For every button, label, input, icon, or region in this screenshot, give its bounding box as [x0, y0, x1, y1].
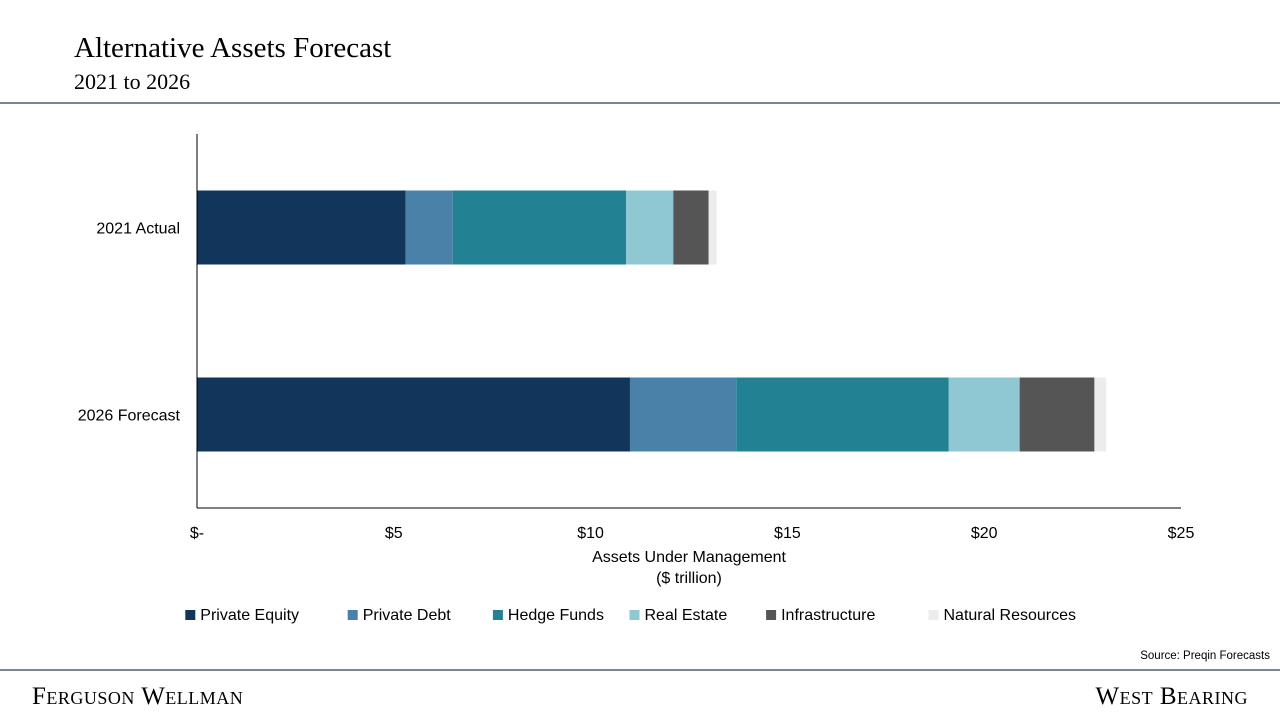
- x-tick-label: $15: [774, 525, 801, 542]
- y-tick-label: 2021 Actual: [96, 221, 180, 238]
- x-tick-label: $5: [385, 525, 403, 542]
- source-note: Source: Preqin Forecasts: [1140, 650, 1270, 662]
- legend-swatch: [492, 610, 503, 620]
- bar-hedge-funds-2021-actual: [452, 190, 627, 265]
- stacked-bar-chart: 2021 Actual 2026 Forecast $- $5 $10 $15 $20 $25…: [78, 134, 1195, 624]
- x-tick-label: $20: [971, 525, 998, 542]
- legend-swatch: [928, 610, 939, 620]
- bar-private-equity-2021-actual: [197, 190, 406, 265]
- bar-infrastructure-2021-actual: [673, 190, 709, 265]
- y-tick-label: 2026 Forecast: [78, 408, 181, 425]
- legend-label: Infrastructure: [781, 607, 875, 624]
- bar-private-equity-2026-forecast: [197, 377, 630, 452]
- legend-swatch: [185, 610, 196, 620]
- chart-subtitle: 2021 to 2026: [74, 69, 191, 94]
- bar-real-estate-2026-forecast: [948, 377, 1020, 452]
- bar-natural-resources-2026-forecast: [1094, 377, 1107, 452]
- bar-natural-resources-2021-actual: [708, 190, 717, 265]
- x-tick-label: $10: [577, 525, 604, 542]
- legend-swatch: [347, 610, 358, 620]
- legend-swatch: [766, 610, 777, 620]
- x-axis-title: Assets Under Management: [592, 549, 786, 566]
- legend-label: Hedge Funds: [508, 607, 604, 624]
- legend-label: Private Debt: [363, 607, 452, 624]
- footer-divider: [0, 669, 1280, 671]
- x-tick-label: $-: [190, 525, 204, 542]
- x-tick-label: $25: [1168, 525, 1195, 542]
- bar-hedge-funds-2026-forecast: [736, 377, 949, 452]
- legend-swatch: [629, 610, 640, 620]
- legend-label: Real Estate: [645, 607, 728, 624]
- bar-private-debt-2021-actual: [405, 190, 453, 265]
- ferguson-wellman-logo: Ferguson Wellman: [32, 683, 244, 710]
- chart-title: Alternative Assets Forecast: [74, 32, 392, 64]
- bar-private-debt-2026-forecast: [629, 377, 737, 452]
- legend-label: Private Equity: [200, 607, 299, 624]
- x-axis-title: ($ trillion): [656, 570, 722, 587]
- west-bearing-logo: West Bearing: [1095, 683, 1248, 710]
- header-divider: [0, 102, 1280, 104]
- legend-label: Natural Resources: [944, 607, 1077, 624]
- bar-infrastructure-2026-forecast: [1019, 377, 1095, 452]
- bar-real-estate-2021-actual: [626, 190, 674, 265]
